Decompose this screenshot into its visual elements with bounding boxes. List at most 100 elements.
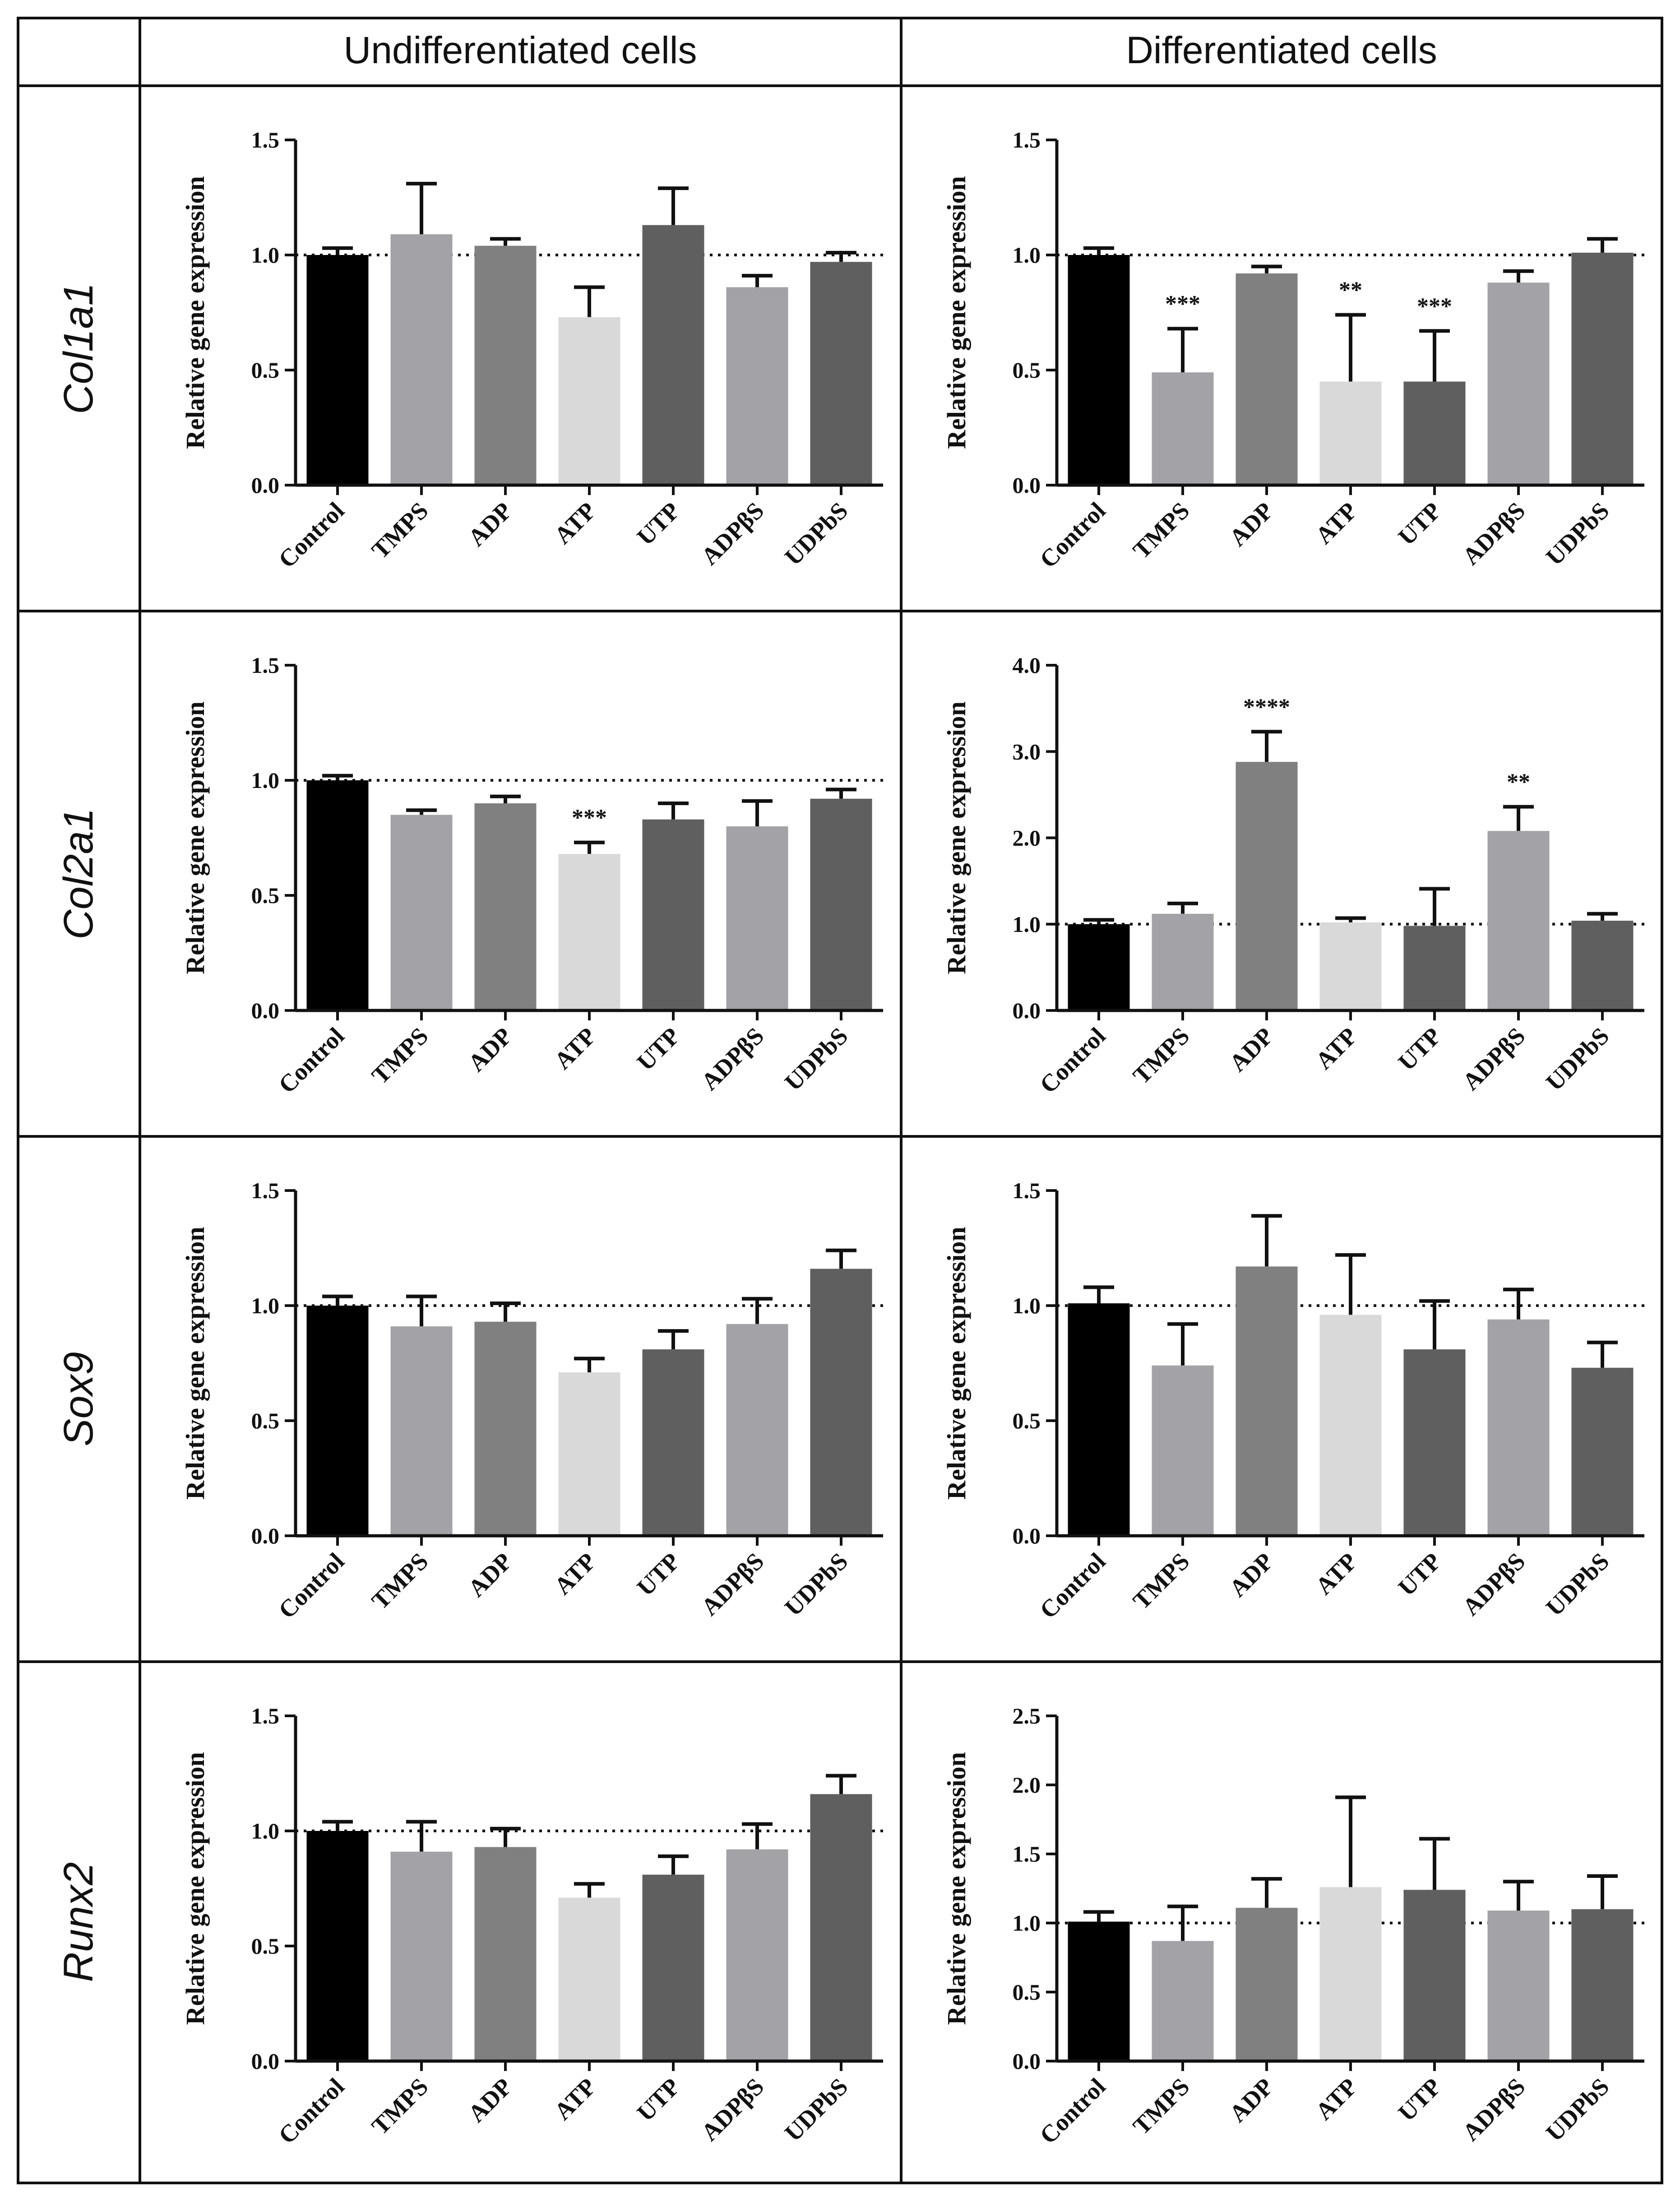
bar (810, 262, 872, 485)
charts-layer: Control TMPS ADP ATP UTP ADPβS UDPbS0.00.51.01… (180, 127, 1644, 2149)
y-tick-label: 1.0 (1013, 1910, 1041, 1936)
y-tick-label: 0.5 (251, 357, 280, 383)
bar (1487, 831, 1550, 1010)
bar (474, 1321, 537, 1536)
y-tick-label: 0.0 (251, 998, 280, 1023)
y-tick-label: 0.5 (1013, 357, 1041, 383)
y-tick-label: 0.5 (1013, 1408, 1041, 1433)
y-tick-label: 1.5 (1013, 1178, 1041, 1203)
y-axis-label: Relative gene expression (180, 176, 210, 449)
table-border (17, 17, 1663, 2184)
y-tick-label: 1.0 (251, 1818, 280, 1844)
bar (474, 246, 537, 485)
bar (1403, 926, 1466, 1010)
y-tick-label: 1.5 (251, 1703, 280, 1728)
y-tick-label: 0.0 (1013, 998, 1041, 1023)
y-tick-label: 1.5 (251, 1178, 280, 1203)
y-tick-label: 0.0 (251, 1523, 280, 1548)
bar (1068, 1303, 1130, 1536)
bar (390, 1326, 453, 1536)
bar (390, 815, 453, 1010)
bar (810, 1269, 872, 1536)
y-tick-label: 0.0 (251, 2048, 280, 2074)
y-axis-label: Relative gene expression (942, 176, 971, 449)
y-tick-label: 3.0 (1013, 739, 1041, 764)
y-axis-label: Relative gene expression (942, 1752, 971, 2025)
bar (306, 780, 369, 1010)
bar (1236, 1266, 1298, 1536)
y-tick-label: 2.0 (1013, 1772, 1041, 1798)
bar (1068, 924, 1130, 1010)
bar (306, 1306, 369, 1536)
y-tick-label: 1.0 (1013, 912, 1041, 937)
y-tick-label: 1.5 (1013, 127, 1041, 153)
y-tick-label: 0.5 (251, 1933, 280, 1959)
bar (642, 1874, 704, 2061)
y-tick-label: 1.0 (1013, 242, 1041, 268)
row-label-sox9: Sox9 (56, 1352, 102, 1446)
bar (1319, 1315, 1382, 1536)
y-tick-label: 1.0 (1013, 1293, 1041, 1318)
y-tick-label: 0.5 (251, 1408, 280, 1433)
bar (1319, 381, 1382, 485)
y-axis-label: Relative gene expression (180, 1752, 210, 2025)
bar (1236, 273, 1298, 485)
bar (1571, 1909, 1634, 2061)
chart-sox9-diff: Control TMPS ADP ATP UTP ADPβS UDPbS0.00.51.01… (942, 1178, 1644, 1624)
y-axis-label: Relative gene expression (942, 1227, 971, 1500)
header-undifferentiated: Undifferentiated cells (344, 29, 697, 71)
y-tick-label: 0.5 (251, 883, 280, 908)
bar (474, 803, 537, 1010)
bar (1236, 1908, 1298, 2061)
bar (390, 234, 453, 485)
bar (642, 819, 704, 1010)
bar (474, 1847, 537, 2061)
y-tick-label: 4.0 (1013, 653, 1041, 678)
bar (1068, 255, 1130, 485)
significance-label: ** (1507, 769, 1530, 795)
bar (1152, 913, 1214, 1010)
bar (642, 1349, 704, 1536)
y-tick-label: 0.5 (1013, 1979, 1041, 2005)
significance-label: *** (572, 805, 607, 831)
bar (1236, 762, 1298, 1010)
significance-label: *** (1417, 293, 1452, 319)
row-label-runx2: Runx2 (56, 1862, 102, 1982)
bar (1403, 381, 1466, 485)
bar (1068, 1921, 1130, 2061)
significance-label: *** (1165, 291, 1200, 317)
y-tick-label: 0.0 (1013, 1523, 1041, 1548)
row-label-col2a1: Col2a1 (56, 808, 102, 940)
bar (306, 1831, 369, 2061)
y-tick-label: 0.0 (251, 473, 280, 498)
header-differentiated: Differentiated cells (1126, 29, 1437, 71)
bar (1152, 372, 1214, 485)
bar (1571, 1367, 1634, 1536)
bar (726, 1324, 788, 1536)
bar (726, 826, 788, 1010)
bar (558, 317, 620, 485)
y-tick-label: 0.0 (1013, 2048, 1041, 2074)
bar (558, 1372, 620, 1536)
significance-label: **** (1243, 694, 1290, 720)
table-grid (17, 17, 1663, 2184)
chart-col1a1-undiff: Control TMPS ADP ATP UTP ADPβS UDPbS0.00.51.01… (180, 127, 883, 573)
bar (1403, 1890, 1466, 2061)
y-axis-label: Relative gene expression (180, 701, 210, 974)
y-tick-label: 1.0 (251, 242, 280, 268)
bar (390, 1851, 453, 2061)
bar (1571, 921, 1634, 1010)
bar (1152, 1365, 1214, 1536)
y-tick-label: 2.5 (1013, 1703, 1041, 1728)
row-label-col1a1: Col1a1 (56, 283, 102, 414)
bar (1487, 1319, 1550, 1536)
bar (810, 1794, 872, 2061)
y-tick-label: 1.0 (251, 768, 280, 793)
bar (1487, 283, 1550, 485)
y-axis-label: Relative gene expression (180, 1227, 210, 1500)
bar (558, 1897, 620, 2061)
y-tick-label: 1.5 (1013, 1841, 1041, 1867)
bar (1403, 1349, 1466, 1536)
y-tick-label: 1.5 (251, 127, 280, 153)
